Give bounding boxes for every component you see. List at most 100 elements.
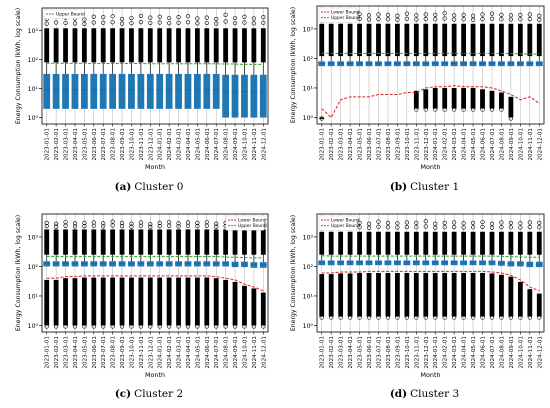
box — [137, 73, 145, 109]
outlier-column — [147, 28, 153, 63]
lower-outlier-column — [432, 273, 438, 317]
outlier-point — [461, 315, 466, 320]
y-axis-label: Energy Consumption (kWh, log scale) — [15, 215, 22, 331]
lower-outlier-column — [480, 89, 485, 109]
outlier-column — [451, 231, 457, 255]
lower-outlier-column — [119, 277, 125, 326]
outlier-point — [508, 220, 513, 225]
outlier-point — [452, 225, 457, 230]
outlier-point — [82, 220, 87, 225]
outlier-column — [489, 231, 495, 255]
outlier-column — [81, 28, 87, 63]
outlier-point — [414, 107, 419, 112]
x-tick-label: 2023-06-01 — [367, 128, 373, 161]
outlier-column — [442, 23, 448, 57]
box — [156, 73, 164, 109]
box — [43, 73, 51, 109]
x-tick-label: 2024-07-01 — [214, 128, 220, 161]
outlier-point — [72, 221, 78, 226]
box — [422, 61, 430, 67]
lower-outlier-column — [223, 279, 229, 326]
outlier-column — [138, 28, 144, 63]
outlier-point — [44, 324, 49, 329]
caption-text: Cluster 1 — [410, 181, 459, 193]
outlier-column — [260, 229, 266, 255]
outlier-point — [518, 225, 523, 230]
outlier-column — [100, 229, 106, 255]
outlier-point — [376, 12, 381, 17]
outlier-point — [537, 220, 542, 225]
y-tick-label: 10¹ — [28, 293, 39, 300]
x-tick-label: 2023-12-01 — [148, 336, 154, 369]
x-tick-label: 2024-11-01 — [252, 336, 258, 369]
lower-outlier-column — [357, 273, 362, 317]
outlier-point — [82, 17, 87, 22]
outlier-point — [119, 220, 125, 225]
outlier-column — [461, 23, 467, 57]
lower-outlier-column — [508, 96, 514, 118]
x-axis-label: Month — [145, 163, 165, 171]
y-tick-label: 10⁰ — [28, 115, 39, 122]
outlier-column — [432, 23, 438, 57]
x-tick-label: 2023-07-01 — [101, 336, 107, 369]
outlier-point — [470, 225, 476, 230]
outlier-point — [357, 220, 362, 225]
outlier-point — [157, 220, 162, 225]
panel-4: 10⁰ 10¹ 10² 10³ 2023-01-01 2023-02-01 2023-03-… — [290, 213, 545, 400]
outlier-column — [72, 229, 78, 255]
x-tick-label: 2023-12-01 — [424, 128, 430, 161]
lower-outlier-column — [138, 277, 144, 326]
x-tick-label: 2024-08-01 — [224, 336, 230, 369]
lower-outlier-column — [489, 273, 495, 317]
panel-caption: (b) Cluster 1 — [390, 181, 459, 193]
box — [346, 61, 354, 67]
outlier-column — [44, 28, 50, 63]
outlier-point — [214, 16, 219, 22]
outlier-column — [213, 28, 219, 63]
lower-outlier-column — [232, 281, 238, 326]
outlier-point — [242, 324, 247, 329]
outlier-point — [395, 17, 400, 22]
outlier-column — [223, 229, 229, 255]
outlier-point — [261, 324, 266, 329]
outlier-column — [338, 231, 344, 255]
caption-text: Cluster 3 — [410, 388, 459, 400]
outlier-point — [385, 17, 391, 22]
outlier-point — [433, 17, 438, 22]
box — [212, 73, 220, 109]
outlier-point — [518, 315, 523, 320]
lower-outlier-column — [194, 277, 200, 326]
outlier-column — [499, 231, 504, 255]
outlier-point — [148, 224, 153, 229]
outlier-point — [357, 315, 362, 320]
y-tick-label: 10² — [28, 264, 39, 271]
outlier-point — [442, 11, 447, 16]
x-tick-label: 2024-08-01 — [499, 128, 505, 161]
outlier-column — [328, 23, 334, 57]
outlier-point — [404, 220, 409, 225]
x-tick-label: 2023-09-01 — [395, 128, 401, 161]
outlier-point — [414, 220, 419, 225]
panel-caption: (a) Cluster 0 — [115, 181, 184, 193]
caption-label: (c) — [115, 388, 131, 400]
outlier-point — [433, 225, 438, 230]
outlier-point — [129, 224, 134, 229]
x-tick-label: 2024-04-01 — [462, 128, 468, 161]
x-tick-label: 2023-08-01 — [386, 128, 392, 161]
x-tick-label: 2024-02-01 — [443, 128, 449, 161]
outlier-column — [91, 229, 97, 255]
outlier-column — [470, 23, 476, 57]
outlier-column — [72, 28, 78, 63]
x-tick-label: 2024-02-01 — [167, 128, 173, 161]
panel-1: 10⁰ 10¹ 10² 10³ 2023-01-01 2023-02-01 2023-03-… — [15, 7, 269, 193]
lower-outlier-column — [319, 117, 325, 119]
lower-outlier-column — [347, 273, 353, 317]
outlier-point — [214, 324, 219, 329]
outlier-column — [357, 23, 362, 57]
outlier-point — [167, 324, 172, 329]
outlier-point — [537, 13, 542, 18]
outlier-point — [366, 225, 372, 230]
lower-outlier-column — [185, 277, 191, 326]
